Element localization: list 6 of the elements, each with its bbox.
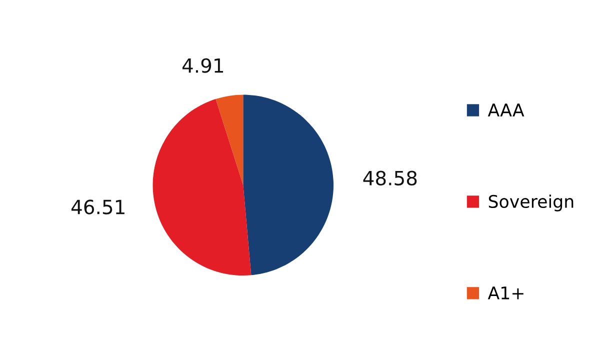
data-label: 48.58: [363, 170, 417, 186]
legend-label: Sovereign: [488, 194, 574, 212]
legend-label: A1+: [488, 286, 524, 300]
legend-label: AAA: [488, 104, 524, 116]
data-label: 46.51: [71, 200, 124, 214]
data-label: 4.91: [182, 58, 224, 73]
